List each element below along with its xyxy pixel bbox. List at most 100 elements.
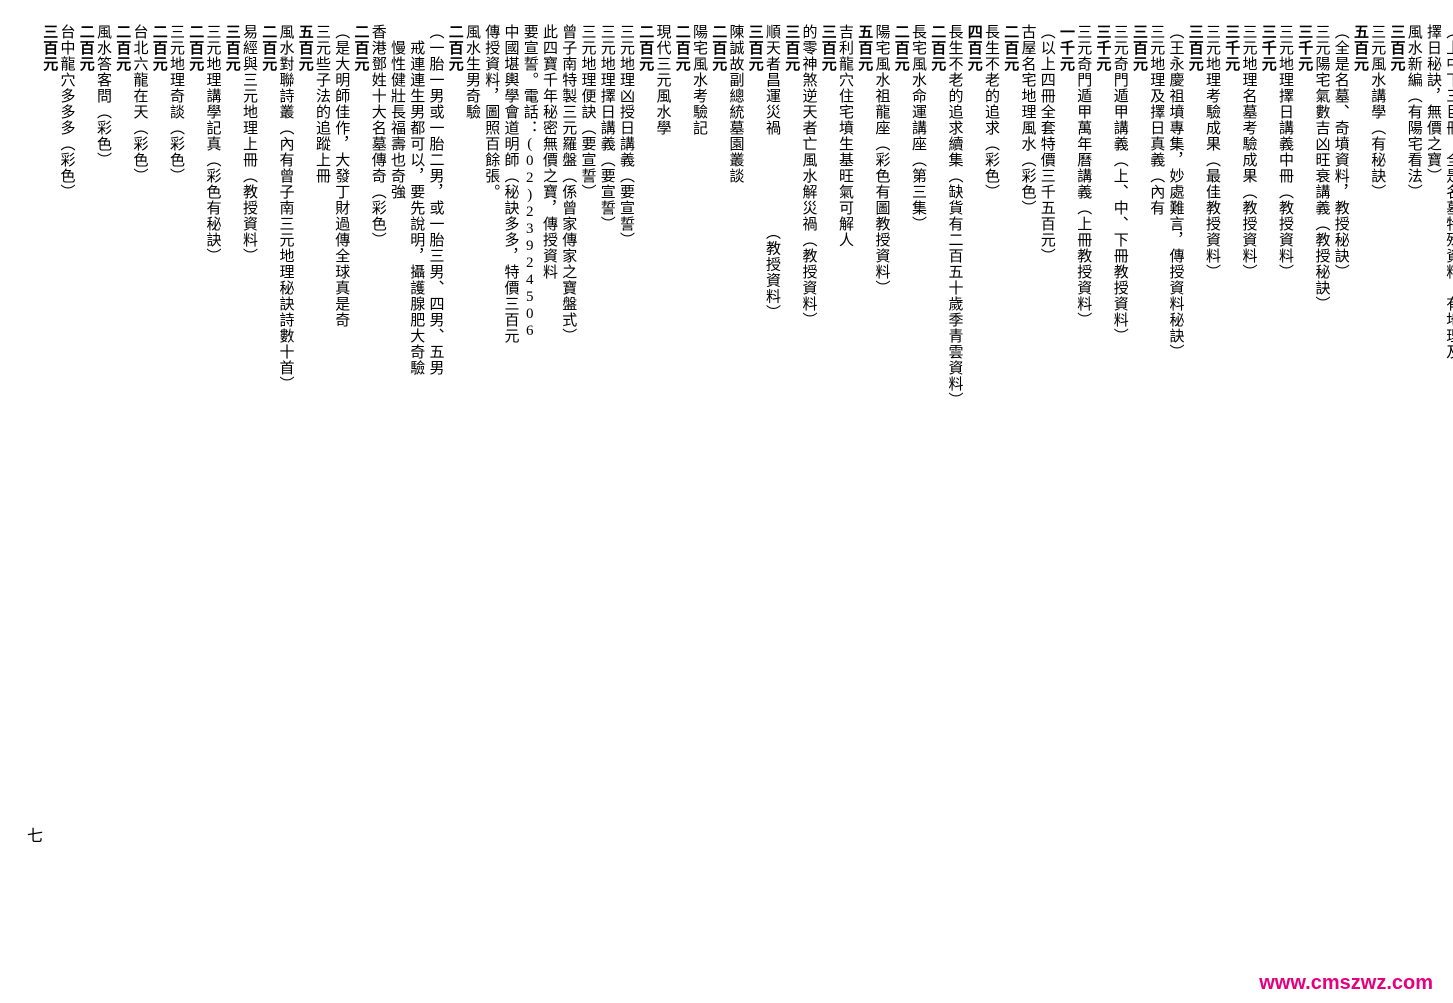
entry-price: 三百元 bbox=[40, 24, 57, 956]
entry-title: 陽宅風水祖龍座（彩色有圖教授資料） bbox=[872, 24, 889, 956]
entry-title: 風水生男奇驗 bbox=[463, 24, 480, 956]
entry-price: 三百元 bbox=[1130, 24, 1147, 956]
entry-price: 三百元 bbox=[819, 24, 836, 956]
catalog-entry: 三元地理擇日講義中冊（教授資料）三千元 bbox=[1259, 20, 1294, 960]
catalog-entry: 長生不老的追求（彩色）四百元 bbox=[965, 20, 1000, 960]
entry-title: 長生不老的追求續集（缺貨有二百五十歲季青雲資料） bbox=[945, 24, 962, 956]
entry-price: 二百元 bbox=[186, 24, 203, 956]
entry-title: 三元些子法的追蹤上冊 bbox=[313, 24, 330, 956]
catalog-entry: 陳誠故副總統墓園叢談二百元 bbox=[709, 20, 744, 960]
catalog-entry: 風水答客問（彩色）二百元 bbox=[77, 20, 112, 960]
catalog-entry: 傳授資料，圖照百餘張。 bbox=[482, 20, 499, 960]
entry-price: 三百元 bbox=[782, 24, 799, 956]
catalog-entry: 曾子南特製三元羅盤（係曾家傳家之寶盤式） bbox=[559, 20, 576, 960]
catalog-entry: 古屋名宅地理風水（彩色）二百元 bbox=[1001, 20, 1036, 960]
entry-title: 風水新編（有陽宅看法） bbox=[1405, 24, 1422, 956]
catalog-entry: 風水新編（有陽宅看法）三百元 bbox=[1387, 20, 1422, 960]
catalog-entry: 香港鄧姓十大名墓傳奇（彩色）二百元 bbox=[351, 20, 386, 960]
page-number-left: 七 bbox=[20, 827, 44, 843]
catalog-entry: 三元地理考驗成果（最佳教授資料）三百元 bbox=[1186, 20, 1221, 960]
entry-price: 二百元 bbox=[1001, 24, 1018, 956]
entry-price: 二百元 bbox=[673, 24, 690, 956]
entry-title: 長生不老的追求（彩色） bbox=[982, 24, 999, 956]
entry-title: 三元陽宅氣數吉凶旺衰講義（教授秘訣） bbox=[1312, 24, 1329, 956]
entry-price: 三千元 bbox=[1093, 24, 1110, 956]
entry-price: 二百元 bbox=[892, 24, 909, 956]
entry-title: 台北六龍在天（彩色） bbox=[130, 24, 147, 956]
catalog-entry: 順天者昌運災禍 （教授資料）三百元 bbox=[746, 20, 781, 960]
entry-price: 三百元 bbox=[1387, 24, 1404, 956]
entry-title: （是大明師佳作，大發丁財過傳全球真是奇 bbox=[332, 24, 349, 956]
catalog-entry: 風水對聯詩叢（內有曾子南三元地理秘訣詩數十首）二百元 bbox=[259, 20, 294, 960]
catalog-entry: 台北六龍在天（彩色）二百元 bbox=[113, 20, 148, 960]
catalog-entry: 慢性健壯長福壽也奇強 bbox=[388, 20, 405, 960]
catalog-entry: （上中下三巨冊，全是名墓特殊資料，有地理及 bbox=[1443, 20, 1453, 960]
entry-price: 三百元 bbox=[746, 24, 763, 956]
entry-price: 二百元 bbox=[709, 24, 726, 956]
entry-title: 傳授資料，圖照百餘張。 bbox=[482, 24, 499, 956]
catalog-entry: 三元些子法的追蹤上冊五百元 bbox=[296, 20, 331, 960]
catalog-entry: 三元風水講學（有秘訣）五百元 bbox=[1351, 20, 1386, 960]
entry-title: （一胎一男或一胎二男，或一胎三男、四男、五男 bbox=[426, 24, 443, 956]
catalog-entry: 長宅風水命運講座（第三集）二百元 bbox=[892, 20, 927, 960]
catalog-entry: 的零神煞逆天者亡風水解災禍（教授資料）三百元 bbox=[782, 20, 817, 960]
entry-title: 三元地理講學記真（彩色有秘訣） bbox=[203, 24, 220, 956]
entry-price: 二百元 bbox=[928, 24, 945, 956]
entry-price: 二百元 bbox=[77, 24, 94, 956]
catalog-entry: 三元地理及擇日真義（內有三百元 bbox=[1130, 20, 1165, 960]
catalog-entry: 吉利龍穴住宅墳生基旺氣可解人三百元 bbox=[819, 20, 854, 960]
catalog-entry: （王永慶祖墳專集，妙處難言，傳授資料秘訣） bbox=[1166, 20, 1183, 960]
entry-title: 三元地理擇日講義中冊（教授資料） bbox=[1276, 24, 1293, 956]
catalog-entry: 三元地理凶授日講義（要宣誓） bbox=[617, 20, 634, 960]
entry-title: 現代三元風水學 bbox=[653, 24, 670, 956]
entry-price: 三百元 bbox=[1186, 24, 1203, 956]
entry-title: 中國堪輿學會道明師（秘訣多多，特價三百元 bbox=[501, 24, 518, 956]
entry-title: 此四寶千年秘密無價之寶，傳授資料 bbox=[540, 24, 557, 956]
catalog-entry: （是大明師佳作，大發丁財過傳全球真是奇 bbox=[332, 20, 349, 960]
catalog-entry: 現代三元風水學二百元 bbox=[636, 20, 671, 960]
entry-title: 陳誠故副總統墓園叢談 bbox=[726, 24, 743, 956]
catalog-entry: 風水生男奇驗二百元 bbox=[446, 20, 481, 960]
entry-title: 三元風水講學（有秘訣） bbox=[1368, 24, 1385, 956]
entry-price: 三千元 bbox=[1295, 24, 1312, 956]
entry-price: 二百元 bbox=[636, 24, 653, 956]
entry-title: 陽宅風水考驗記 bbox=[690, 24, 707, 956]
entry-title: 慢性健壯長福壽也奇強 bbox=[388, 24, 405, 956]
catalog-entry: 陽宅風水考驗記二百元 bbox=[673, 20, 708, 960]
entry-price: 五百元 bbox=[296, 24, 313, 956]
catalog-entry: （一胎一男或一胎二男，或一胎三男、四男、五男 bbox=[426, 20, 443, 960]
entry-title: 長宅風水命運講座（第三集） bbox=[909, 24, 926, 956]
entry-title: 三元地理及擇日真義（內有 bbox=[1147, 24, 1164, 956]
left-half: 堪輿學術教授資料二百元數的吉凶談吉凶（三元命名法，與眾不同）三百元（上中下三巨冊… bbox=[40, 20, 1453, 960]
entry-title: 的零神煞逆天者亡風水解災禍（教授資料） bbox=[799, 24, 816, 956]
entry-title: 要宣誓。電話：(02)23924506 bbox=[521, 24, 538, 956]
entry-price: 五百元 bbox=[1351, 24, 1368, 956]
entry-title: （上中下三巨冊，全是名墓特殊資料，有地理及 bbox=[1443, 24, 1453, 956]
entry-title: 易經與三元地理上冊（教授資料） bbox=[240, 24, 257, 956]
catalog-entry: 台中龍穴多多多（彩色）三百元 bbox=[40, 20, 75, 960]
catalog-entry: 長生不老的追求續集（缺貨有二百五十歲季青雲資料）二百元 bbox=[928, 20, 963, 960]
catalog-entry: 戒連連生男都可以，要先說明，攝護腺肥大奇驗 bbox=[407, 20, 424, 960]
entry-price: 二百元 bbox=[351, 24, 368, 956]
entry-title: 風水答客問（彩色） bbox=[94, 24, 111, 956]
catalog-entry: 三元地理擇日講義（要宣誓） bbox=[598, 20, 615, 960]
entry-title: 三元奇門遁甲講義（上、中、下冊教授資料） bbox=[1111, 24, 1128, 956]
entry-title: 三元奇門遁甲萬年曆講義（上冊教授資料） bbox=[1074, 24, 1091, 956]
entry-title: 擇日秘訣，無價之寶） bbox=[1424, 24, 1441, 956]
entry-title: 順天者昌運災禍 （教授資料） bbox=[763, 24, 780, 956]
entry-title: 三元地理擇日講義（要宣誓） bbox=[598, 24, 615, 956]
entry-title: 風水對聯詩叢（內有曾子南三元地理秘訣詩數十首） bbox=[276, 24, 293, 956]
entry-title: 曾子南特製三元羅盤（係曾家傳家之寶盤式） bbox=[559, 24, 576, 956]
catalog-entry: 三元地理奇談（彩色）二百元 bbox=[150, 20, 185, 960]
catalog-entry: 三元地理便訣（要宣誓） bbox=[578, 20, 595, 960]
entry-title: 三元地理考驗成果（最佳教授資料） bbox=[1203, 24, 1220, 956]
entry-price: 一千元 bbox=[1057, 24, 1074, 956]
entry-title: 三元地理名墓考驗成果（教授資料） bbox=[1239, 24, 1256, 956]
entry-title: （全是名墓、奇墳資料，教授秘訣） bbox=[1332, 24, 1349, 956]
entry-price: 三百元 bbox=[223, 24, 240, 956]
entry-price: 二百元 bbox=[446, 24, 463, 956]
entry-title: 古屋名宅地理風水（彩色） bbox=[1018, 24, 1035, 956]
entry-title: 戒連連生男都可以，要先說明，攝護腺肥大奇驗 bbox=[407, 24, 424, 956]
catalog-entry: 易經與三元地理上冊（教授資料）三百元 bbox=[223, 20, 258, 960]
document-page: 堪輿學術教授資料二百元數的吉凶談吉凶（三元命名法，與眾不同）三百元（上中下三巨冊… bbox=[0, 0, 1453, 980]
